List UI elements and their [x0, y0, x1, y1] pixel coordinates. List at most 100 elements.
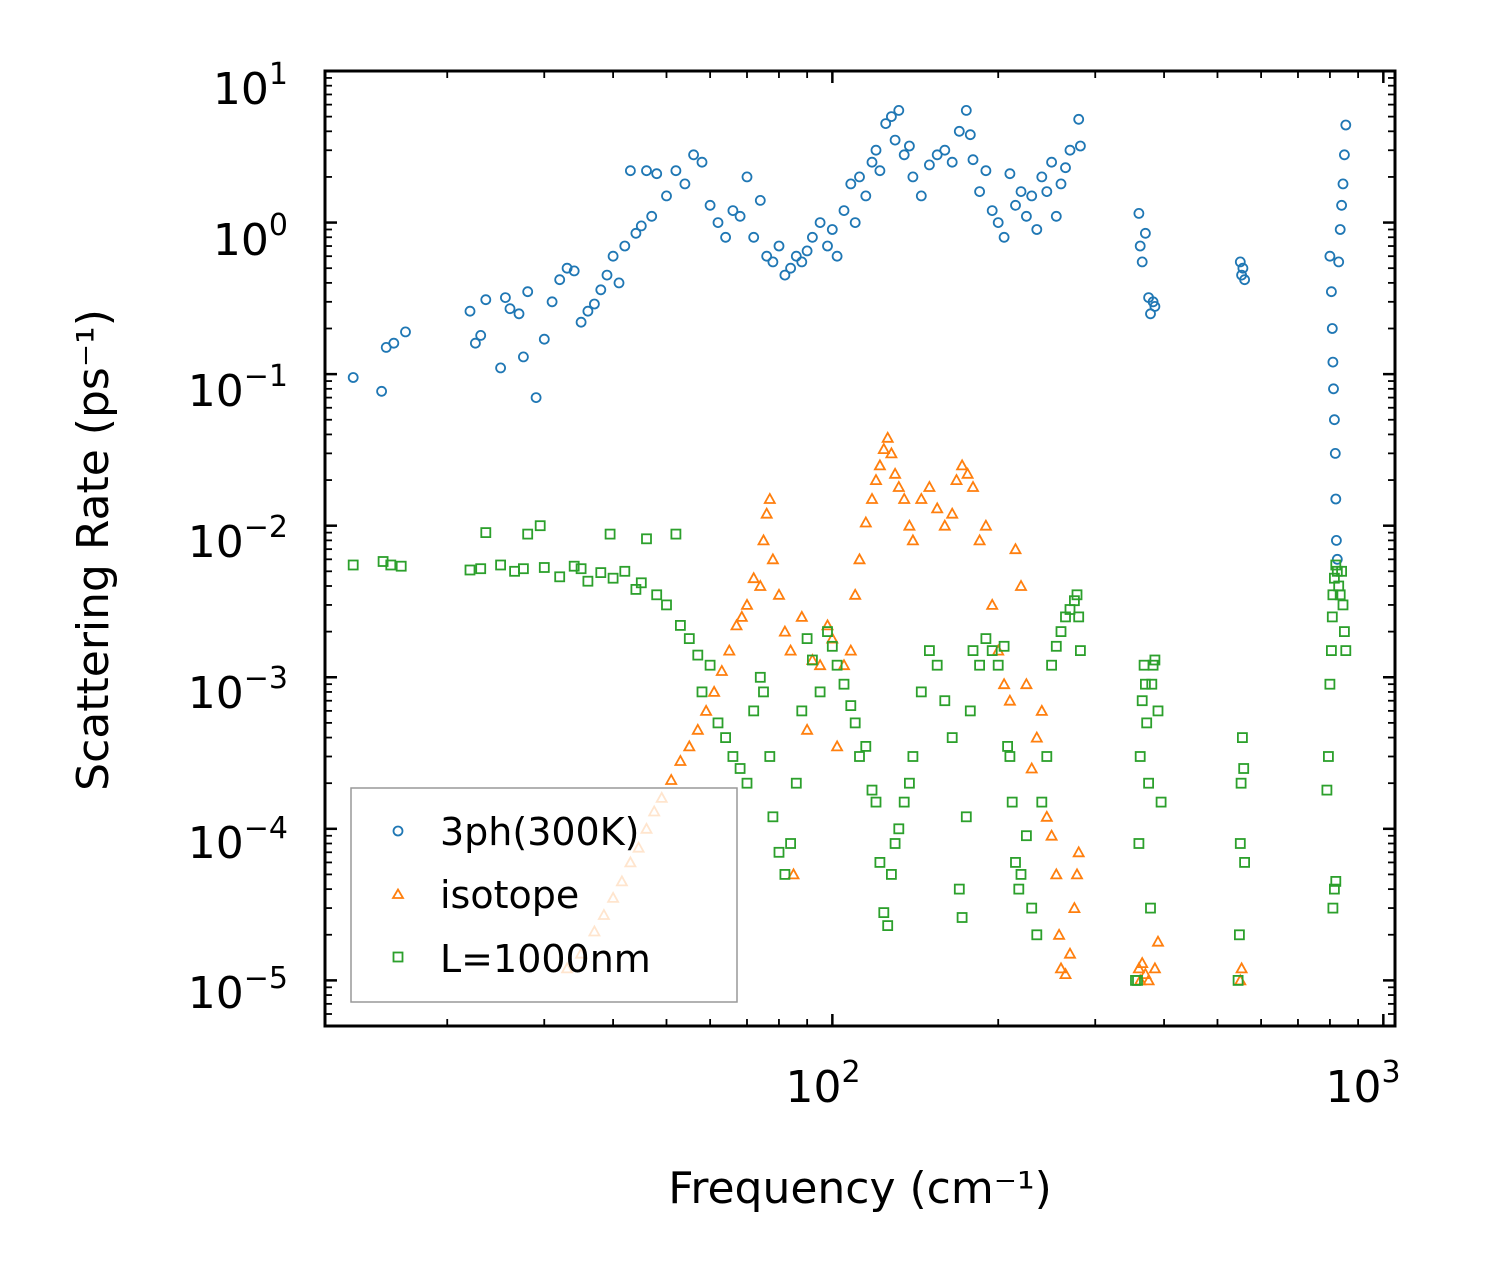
data-point-circle — [651, 168, 663, 180]
data-point-circle — [860, 190, 872, 202]
data-point-circle — [889, 134, 901, 146]
data-point-square — [377, 556, 389, 567]
data-point-square — [1238, 763, 1250, 774]
data-point-triangle — [760, 506, 774, 519]
data-point-square — [1235, 777, 1247, 789]
data-point-square — [734, 763, 746, 774]
data-point-circle — [807, 231, 818, 243]
data-point-triangle — [800, 722, 814, 735]
data-point-square — [475, 563, 487, 575]
data-point-circle — [670, 165, 682, 177]
data-point-square — [661, 599, 672, 611]
data-point-circle — [619, 240, 631, 252]
data-point-square — [1013, 883, 1025, 895]
data-point-circle — [568, 265, 580, 277]
data-point-triangle — [897, 492, 911, 504]
data-point-square — [849, 717, 861, 729]
data-point-triangle — [766, 552, 780, 565]
data-point-square — [534, 520, 546, 532]
data-point-circle — [992, 217, 1004, 229]
data-point-triangle — [973, 533, 987, 546]
data-point-circle — [1073, 113, 1085, 125]
data-point-circle — [679, 178, 691, 190]
data-point-square — [956, 912, 968, 923]
data-point-circle — [953, 125, 965, 137]
data-point-square — [1237, 732, 1248, 743]
data-point-circle — [1036, 171, 1048, 183]
ticks-layer — [325, 69, 1395, 1026]
data-point-square — [785, 838, 796, 849]
data-point-circle — [1050, 210, 1062, 222]
y-tick-label-1e1: 101 — [213, 57, 288, 115]
data-point-circle — [1336, 199, 1347, 211]
data-point-triangle — [735, 610, 749, 622]
data-point-square — [964, 705, 976, 717]
data-point-circle — [814, 217, 826, 229]
data-point-square — [582, 575, 594, 587]
data-point-square — [748, 705, 760, 717]
data-point-triangle — [888, 466, 902, 479]
data-point-circle — [785, 262, 796, 274]
data-point-square — [764, 751, 776, 762]
data-point-square — [1321, 784, 1333, 796]
data-point-triangle — [1054, 961, 1068, 974]
data-point-circle — [661, 190, 672, 202]
data-point-circle — [1021, 210, 1032, 222]
data-point-triangle — [756, 533, 771, 546]
data-point-circle — [754, 194, 766, 206]
data-point-square — [1326, 611, 1338, 623]
data-point-square — [522, 528, 534, 540]
data-point-square — [1326, 645, 1337, 656]
data-point-square — [1132, 975, 1143, 986]
data-point-circle — [974, 186, 985, 198]
data-point-square — [946, 732, 958, 743]
data-point-square — [801, 633, 813, 644]
data-point-triangle — [729, 618, 744, 631]
data-point-square — [395, 560, 407, 572]
data-point-circle — [838, 205, 850, 217]
data-point-square — [480, 527, 492, 538]
data-point-triangle — [966, 480, 980, 492]
data-point-square — [831, 659, 843, 671]
data-point-square — [1329, 883, 1340, 895]
series-0 — [347, 105, 1352, 565]
data-point-square — [1146, 678, 1158, 690]
y-tick-label-1e-5: 10−5 — [188, 961, 288, 1019]
data-point-circle — [376, 385, 388, 397]
data-point-square — [1143, 777, 1154, 789]
data-point-circle — [854, 171, 865, 183]
data-point-triangle — [865, 492, 879, 504]
data-point-square — [882, 920, 894, 931]
data-point-square — [939, 695, 951, 707]
data-point-circle — [696, 156, 708, 168]
data-point-circle — [734, 210, 746, 222]
data-point-square — [904, 777, 915, 789]
data-point-circle — [980, 165, 992, 177]
data-point-square — [1073, 611, 1085, 623]
data-point-circle — [967, 154, 979, 166]
data-point-circle — [773, 240, 785, 252]
y-axis-title: Scattering Rate (ps⁻¹) — [68, 309, 119, 791]
data-point-square — [1336, 565, 1347, 577]
data-point-triangle — [884, 446, 898, 459]
data-point-circle — [625, 165, 636, 177]
data-point-circle — [546, 296, 558, 308]
data-point-circle — [469, 337, 481, 349]
data-point-circle — [831, 250, 843, 262]
data-point-triangle — [763, 492, 777, 504]
data-point-square — [826, 640, 838, 652]
data-point-circle — [1334, 224, 1346, 235]
data-point-triangle — [786, 867, 801, 880]
data-point-triangle — [1063, 946, 1077, 959]
data-point-triangle — [722, 643, 736, 656]
data-point-triangle — [1070, 867, 1084, 880]
data-point-circle — [347, 372, 359, 383]
data-point-circle — [998, 231, 1010, 243]
data-point-circle — [613, 277, 625, 289]
data-point-circle — [1075, 140, 1086, 152]
data-point-square — [1141, 717, 1153, 729]
data-point-square — [986, 645, 998, 656]
data-point-circle — [1326, 286, 1337, 298]
data-point-square — [538, 562, 550, 573]
